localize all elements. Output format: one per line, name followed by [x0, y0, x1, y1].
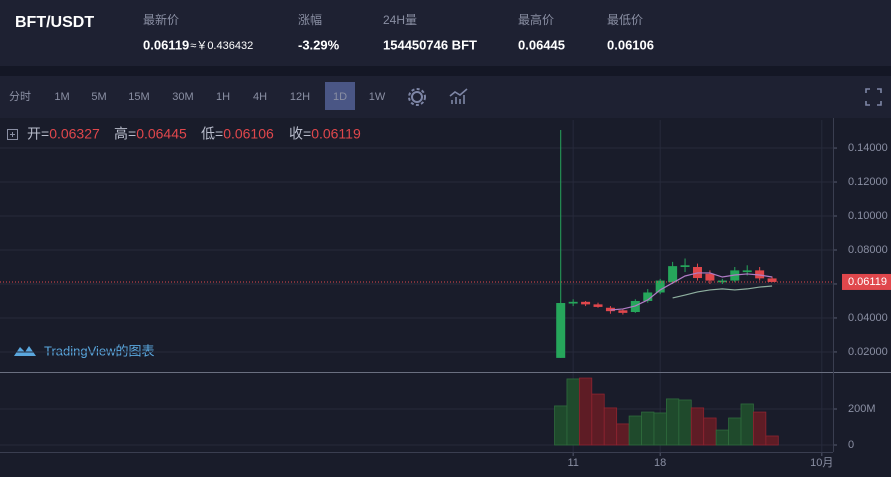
- x-tick-label: 10月: [810, 457, 833, 469]
- volume-bar: [740, 403, 754, 446]
- candle-body: [556, 303, 566, 358]
- candle-body: [568, 301, 578, 304]
- ohlc-value: 0.06327: [49, 126, 100, 142]
- candle-body: [618, 310, 628, 313]
- candle-body: [643, 292, 653, 301]
- interval-button[interactable]: 1D: [333, 91, 347, 103]
- y-tick-label: 0.12000: [848, 176, 888, 188]
- field-value: 0.06106: [607, 37, 654, 52]
- volume-bar: [728, 417, 742, 446]
- candle-body: [593, 304, 603, 307]
- y-tick-label: 0.14000: [848, 142, 888, 154]
- interval-button[interactable]: 15M: [128, 91, 149, 103]
- field-value: 0.06119: [143, 37, 189, 52]
- last-price-label: 0.06119: [848, 276, 887, 288]
- volume-bar: [628, 415, 642, 446]
- volume-bar: [591, 393, 605, 446]
- ohlc-label: 高=: [114, 126, 136, 142]
- volume-bar: [765, 435, 779, 446]
- candle-body: [581, 301, 591, 305]
- volume-bar: [641, 411, 655, 446]
- volume-bar: [666, 398, 680, 446]
- interval-button[interactable]: 12H: [290, 91, 310, 103]
- volume-bar: [653, 412, 667, 446]
- legend-toggle[interactable]: [7, 129, 18, 140]
- interval-button[interactable]: 5M: [91, 91, 106, 103]
- ohlc-label: 收=: [289, 126, 311, 142]
- volume-bar: [690, 407, 705, 446]
- field-value: 154450746 BFT: [383, 37, 477, 52]
- moving-average: [672, 285, 773, 299]
- candle-body: [655, 280, 665, 293]
- candle-body: [680, 265, 690, 267]
- y-tick-label: 0.10000: [848, 210, 888, 222]
- interval-button[interactable]: 1W: [369, 91, 386, 103]
- interval-button[interactable]: 1M: [54, 91, 69, 103]
- volume-bar: [578, 377, 593, 446]
- header-bar: [0, 0, 891, 66]
- pair-title: BFT/USDT: [15, 14, 94, 31]
- interval-button[interactable]: 1H: [216, 91, 230, 103]
- volume-bar: [753, 411, 767, 446]
- field-value: -3.29%: [298, 37, 340, 52]
- ohlc-value: 0.06106: [223, 126, 274, 142]
- fullscreen-icon[interactable]: [865, 88, 882, 106]
- field-label: 最低价: [607, 13, 643, 27]
- volume-bar: [554, 405, 568, 446]
- x-tick-label: 11: [567, 457, 578, 469]
- field-label: 涨幅: [298, 12, 322, 27]
- ohlc-label: 低=: [201, 126, 223, 142]
- y-tick-label: 0.04000: [848, 312, 888, 324]
- indicator-icon[interactable]: [449, 88, 468, 104]
- settings-icon[interactable]: [408, 88, 426, 106]
- field-label: 最高价: [518, 12, 554, 27]
- candle-body: [767, 278, 777, 282]
- toolbar: [0, 76, 891, 118]
- volume-bar: [715, 429, 729, 446]
- volume-bar: [616, 423, 630, 446]
- volume-bar: [603, 407, 618, 446]
- interval-button[interactable]: 分时: [9, 90, 31, 103]
- field-label: 最新价: [143, 12, 179, 27]
- moving-average: [610, 272, 773, 311]
- field-sub: ≈￥0.436432: [190, 40, 253, 52]
- field-label: 24H量: [383, 13, 417, 27]
- volume-bar: [678, 399, 692, 446]
- candle-body: [717, 280, 727, 283]
- interval-selected[interactable]: [325, 82, 355, 110]
- candle-body: [742, 270, 752, 273]
- last-price-box: [842, 273, 891, 290]
- y-tick-label: 0.02000: [848, 346, 888, 358]
- ohlc-value: 0.06445: [136, 126, 187, 142]
- ohlc-label: 开=: [27, 126, 49, 142]
- tradingview-logo: [14, 346, 36, 356]
- volume-bar: [566, 378, 580, 446]
- candle-body: [705, 273, 715, 281]
- candle-body: [668, 266, 678, 283]
- y-tick-label: 0: [848, 439, 854, 451]
- header-gap: [0, 66, 891, 76]
- volume-bar: [703, 417, 717, 446]
- watermark: TradingView的图表: [44, 343, 155, 358]
- interval-button[interactable]: 4H: [253, 91, 267, 103]
- y-tick-label: 0.08000: [848, 244, 888, 256]
- field-value: 0.06445: [518, 37, 565, 52]
- y-tick-label: 200M: [848, 403, 876, 415]
- interval-button[interactable]: 30M: [172, 91, 193, 103]
- x-tick-label: 18: [654, 457, 666, 469]
- ohlc-value: 0.06119: [311, 126, 361, 142]
